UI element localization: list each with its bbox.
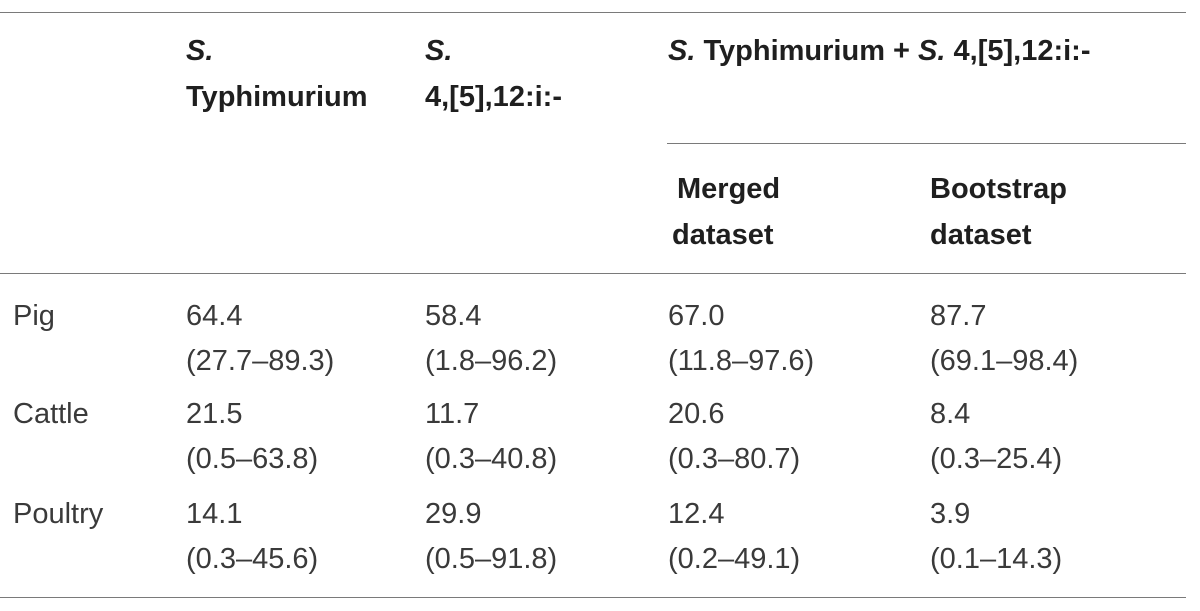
cell-poultry-bootstrap: 3.9 (0.1–14.3) [930,492,1062,582]
header-bootstrap-line1: Bootstrap [930,173,1067,205]
cell-estimate: 3.9 [930,498,971,530]
cell-estimate: 8.4 [930,398,971,430]
row-label-cattle: Cattle [13,398,89,430]
cell-cattle-monophasic: 11.7 (0.3–40.8) [425,392,557,482]
table-top-rule [0,12,1186,13]
cell-poultry-monophasic: 29.9 (0.5–91.8) [425,492,557,582]
row-label-pig: Pig [13,300,55,332]
table-bottom-rule [0,597,1186,598]
header-bootstrap-dataset: Bootstrap dataset [930,166,1067,258]
cell-interval: (11.8–97.6) [668,345,815,377]
header-combined-text-1: Typhimurium + [695,35,919,67]
header-monophasic-genus: S. [425,35,453,67]
header-bottom-rule [0,273,1186,274]
combined-header-rule [667,143,1186,144]
cell-poultry-merged: 12.4 (0.2–49.1) [668,492,800,582]
cell-interval: (0.2–49.1) [668,543,801,575]
cell-interval: (0.3–25.4) [930,443,1063,475]
cell-pig-merged: 67.0 (11.8–97.6) [668,294,814,384]
cell-interval: (0.5–91.8) [425,543,558,575]
cell-estimate: 64.4 [186,300,243,332]
cell-cattle-typhimurium: 21.5 (0.5–63.8) [186,392,318,482]
cell-estimate: 67.0 [668,300,725,332]
cell-interval: (0.3–40.8) [425,443,558,475]
cell-interval: (0.3–45.6) [186,543,319,575]
cell-pig-bootstrap: 87.7 (69.1–98.4) [930,294,1078,384]
header-bootstrap-line2: dataset [930,219,1032,251]
row-label-poultry: Poultry [13,498,104,530]
cell-pig-monophasic: 58.4 (1.8–96.2) [425,294,557,384]
header-combined-text-2: 4,[5],12:i:- [945,35,1091,67]
cell-estimate: 21.5 [186,398,243,430]
header-typhimurium: S. Typhimurium [186,28,368,120]
cell-pig-typhimurium: 64.4 (27.7–89.3) [186,294,334,384]
cell-estimate: 12.4 [668,498,725,530]
header-merged-dataset: Merged dataset [672,166,780,258]
header-merged-line1: Merged [677,173,781,205]
header-combined-genus-1: S. [668,35,696,67]
header-merged-line2: dataset [672,219,774,251]
cell-estimate: 29.9 [425,498,482,530]
header-typhimurium-serovar: Typhimurium [186,81,368,113]
cell-estimate: 11.7 [425,398,480,430]
cell-interval: (0.1–14.3) [930,543,1063,575]
header-monophasic: S. 4,[5],12:i:- [425,28,562,120]
cell-interval: (27.7–89.3) [186,345,335,377]
cell-interval: (0.5–63.8) [186,443,319,475]
cell-cattle-merged: 20.6 (0.3–80.7) [668,392,800,482]
cell-estimate: 14.1 [186,498,243,530]
cell-poultry-typhimurium: 14.1 (0.3–45.6) [186,492,318,582]
cell-estimate: 87.7 [930,300,987,332]
cell-cattle-bootstrap: 8.4 (0.3–25.4) [930,392,1062,482]
cell-estimate: 58.4 [425,300,482,332]
header-combined-genus-2: S. [918,35,946,67]
cell-interval: (69.1–98.4) [930,345,1079,377]
cell-interval: (1.8–96.2) [425,345,558,377]
header-combined: S. Typhimurium + S. 4,[5],12:i:- [668,28,1090,74]
cell-estimate: 20.6 [668,398,725,430]
header-typhimurium-genus: S. [186,35,214,67]
header-monophasic-serovar: 4,[5],12:i:- [425,81,562,113]
cell-interval: (0.3–80.7) [668,443,801,475]
